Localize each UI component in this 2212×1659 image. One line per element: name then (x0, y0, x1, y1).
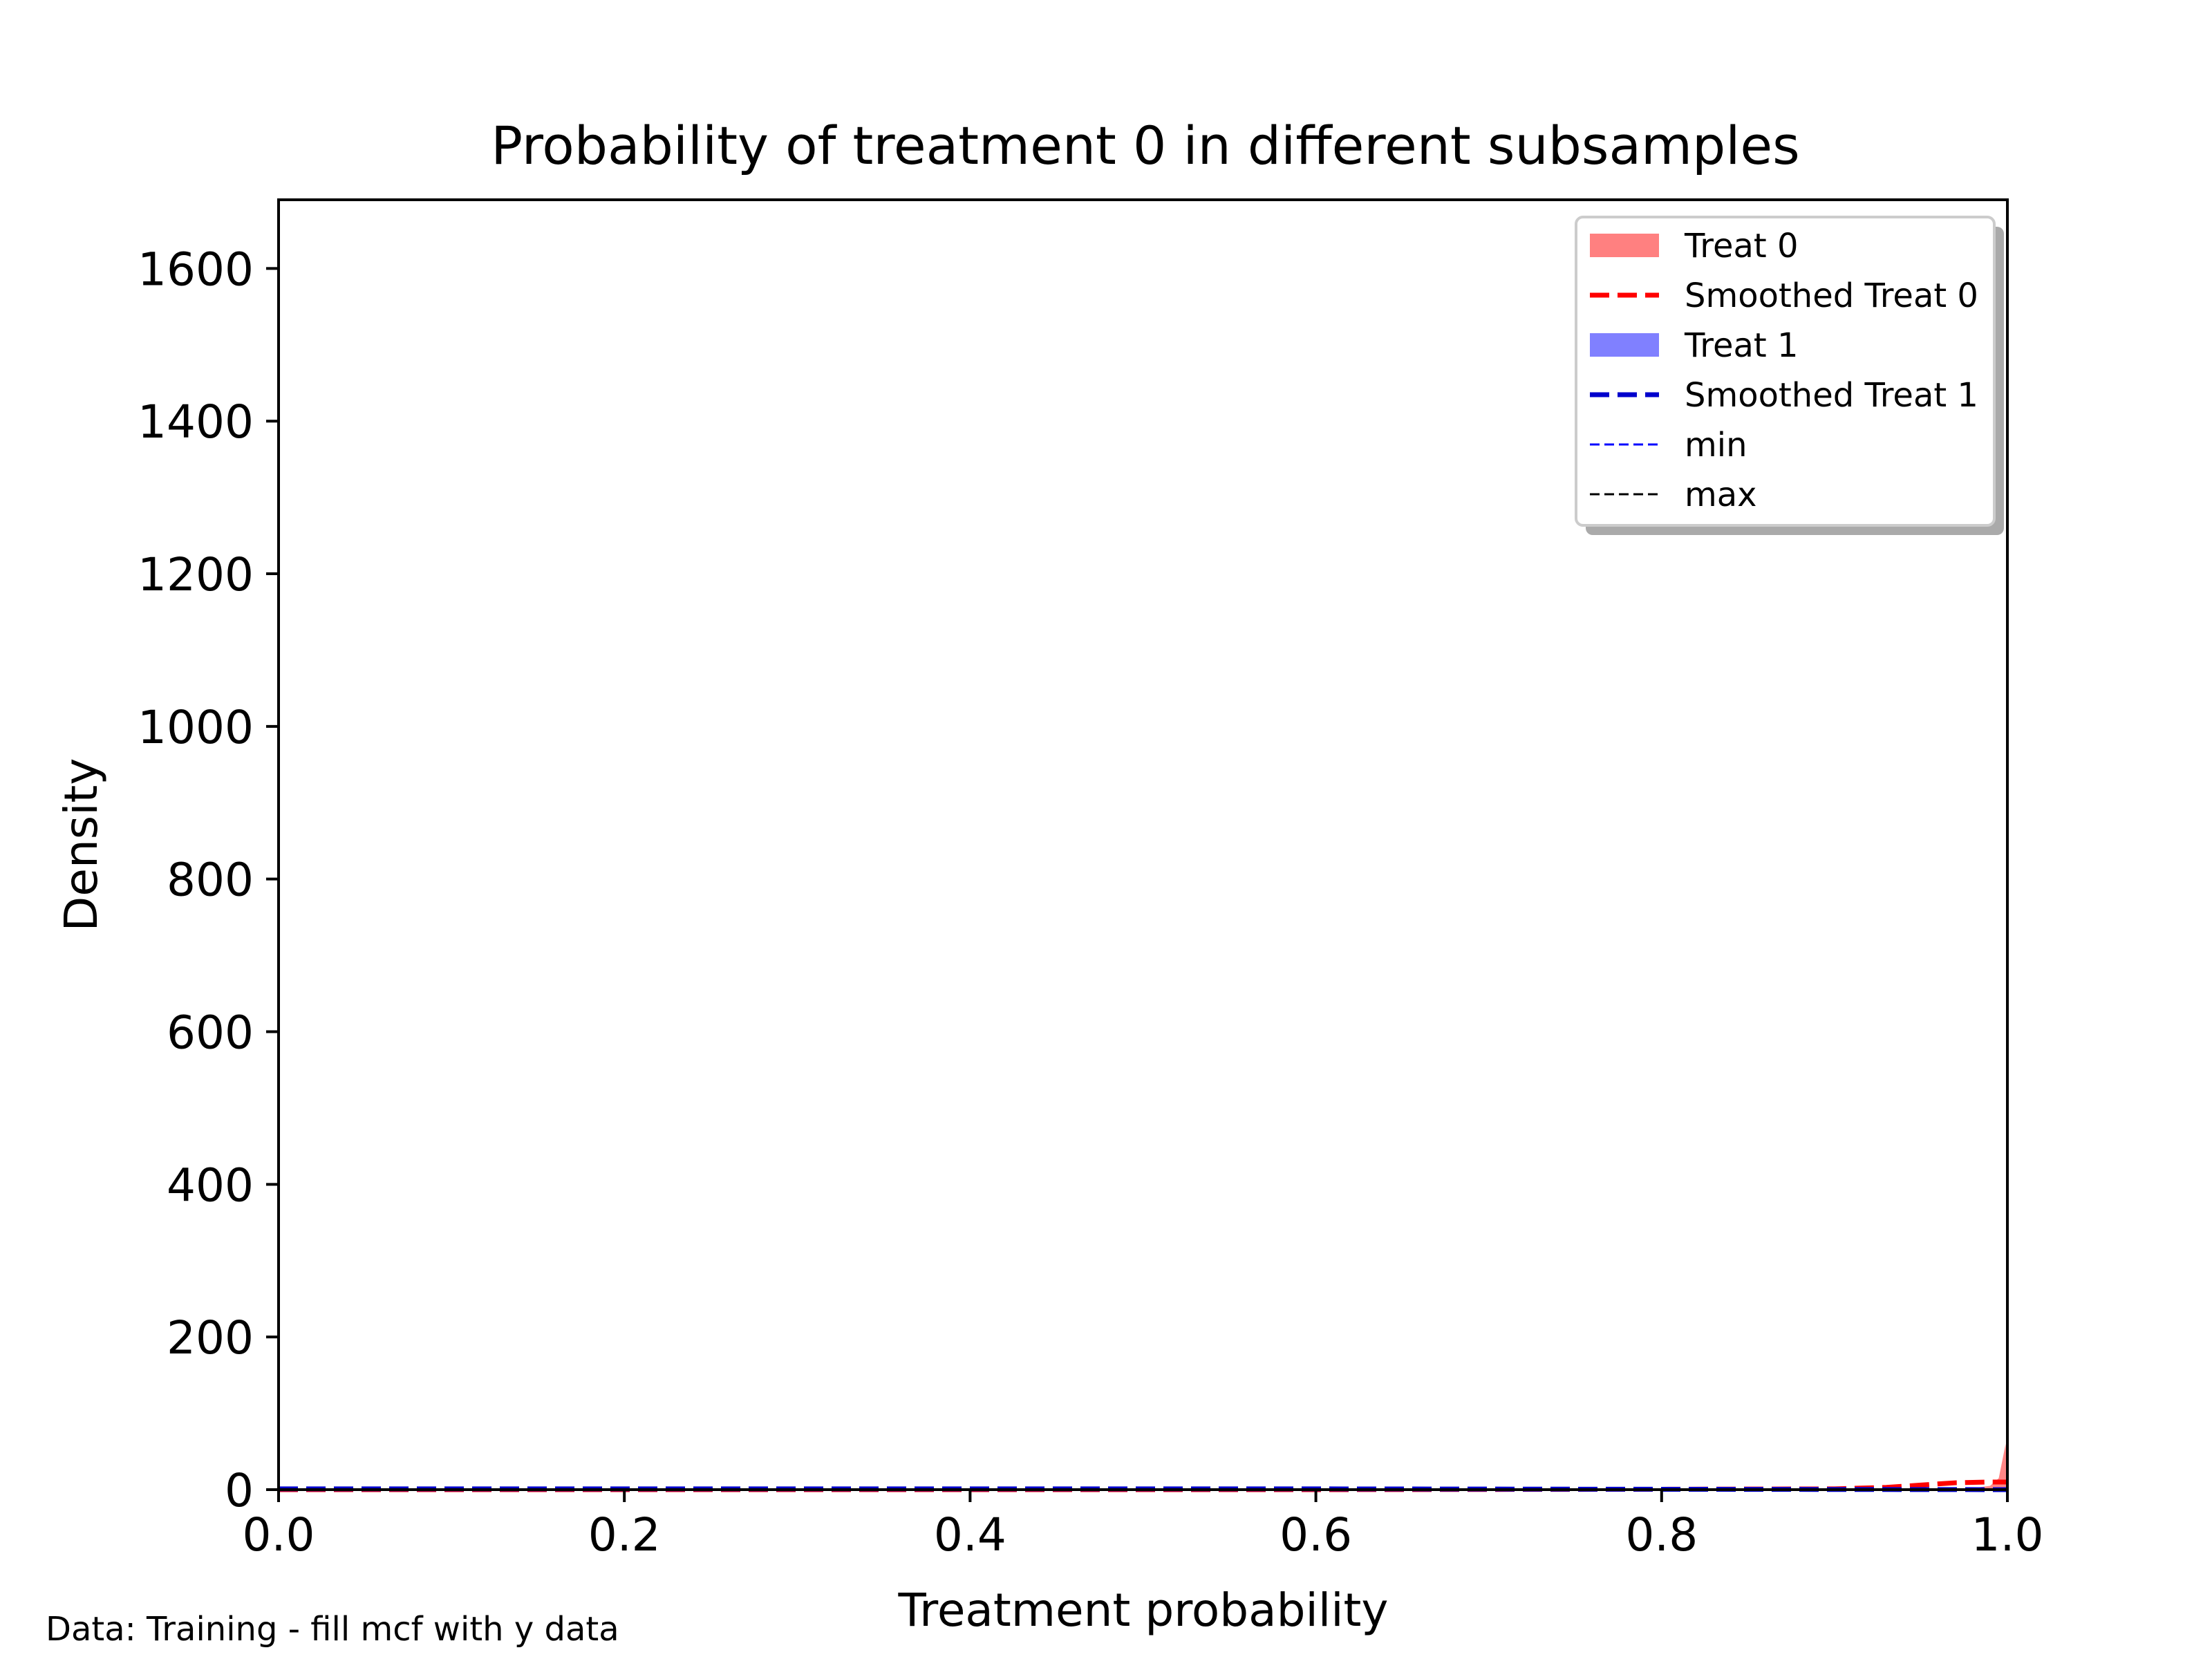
x-tick-label: 0.0 (243, 1508, 315, 1562)
y-tick-label: 1400 (138, 395, 254, 449)
y-tick-label: 1200 (138, 548, 254, 601)
x-tick-label: 1.0 (1971, 1508, 2044, 1562)
legend-box (1575, 216, 1996, 527)
legend-swatch (1590, 333, 1659, 357)
legend-entry-treat-0: Treat 0 (1590, 227, 1799, 265)
legend-label: Treat 1 (1684, 326, 1799, 365)
legend: Treat 0 Smoothed Treat 0 Treat 1 Smoothed T… (1575, 216, 2004, 535)
x-axis: 0.0 0.2 0.4 0.6 0.8 1.0 (243, 1490, 2044, 1562)
footnote: Data: Training - fill mcf with y data (46, 1610, 619, 1649)
x-tick-label: 0.8 (1625, 1508, 1698, 1562)
y-tick-label: 1600 (138, 243, 254, 296)
y-tick-label: 200 (167, 1311, 254, 1365)
y-tick-label: 800 (167, 854, 254, 907)
y-axis-label: Density (55, 758, 108, 932)
plot-frame (277, 198, 2009, 1491)
chart-title: Probability of treatment 0 in different … (491, 115, 1800, 176)
legend-entry-treat-1: Treat 1 (1590, 326, 1799, 365)
x-tick-label: 0.2 (588, 1508, 661, 1562)
x-tick-label: 0.6 (1280, 1508, 1352, 1562)
legend-entry-min: min (1590, 426, 1747, 465)
legend-label: Smoothed Treat 1 (1685, 376, 1978, 415)
legend-entry-smoothed-treat-1: Smoothed Treat 1 (1590, 376, 1978, 415)
y-tick-label: 1000 (138, 701, 254, 754)
legend-label: Treat 0 (1684, 227, 1799, 265)
y-tick-label: 600 (167, 1006, 254, 1060)
series-treat-0-area (1955, 1443, 2007, 1490)
legend-label: Smoothed Treat 0 (1685, 276, 1978, 315)
legend-label: min (1685, 426, 1747, 465)
legend-entry-max: max (1590, 476, 1757, 514)
legend-swatch (1590, 234, 1659, 257)
legend-entry-smoothed-treat-0: Smoothed Treat 0 (1590, 276, 1978, 315)
y-tick-label: 400 (167, 1159, 254, 1212)
x-tick-label: 0.4 (934, 1508, 1006, 1562)
x-axis-label: Treatment probability (898, 1584, 1389, 1637)
legend-label: max (1685, 476, 1757, 514)
y-axis: 0 200 400 600 800 1000 1200 1400 1600 (138, 243, 279, 1517)
y-tick-label: 0 (225, 1464, 254, 1517)
